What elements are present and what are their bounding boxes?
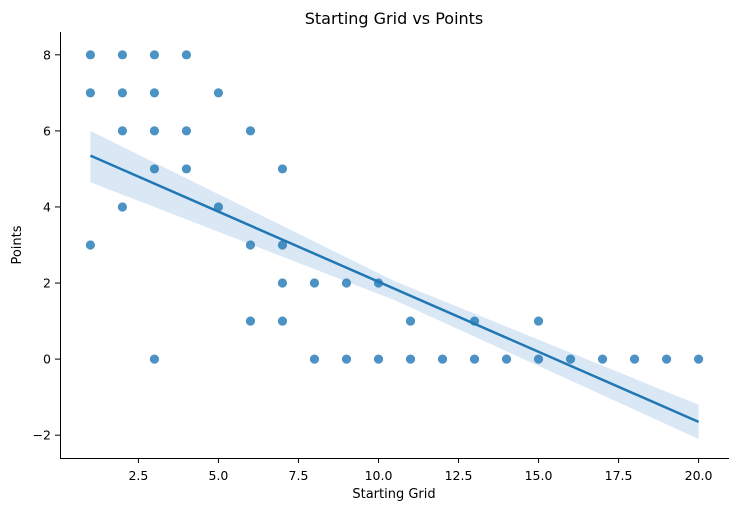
x-axis-label: Starting Grid [352,487,435,502]
data-point [149,50,160,60]
confidence-band [90,130,699,439]
data-point [309,354,320,364]
data-point [597,354,608,364]
data-point [117,50,128,60]
data-point [341,278,352,288]
data-point [373,354,384,364]
x-tick-label: 7.5 [289,468,309,483]
x-tick-label: 15.0 [525,468,553,483]
y-tick-label: 2 [43,276,51,291]
data-point [181,50,192,60]
data-point [85,88,96,98]
data-point [85,240,96,250]
data-point [117,126,128,136]
data-point [405,354,416,364]
data-point [149,164,160,174]
data-point [149,354,160,364]
data-point [501,354,512,364]
data-point [277,240,288,250]
y-axis-ticks: −2 0 2 4 6 8 [33,47,60,443]
regression-line [89,154,700,424]
x-tick-label: 5.0 [209,468,229,483]
y-tick-label: 0 [43,352,51,367]
y-axis-label: Points [10,225,25,264]
data-point [149,126,160,136]
y-tick-label: 8 [43,47,51,62]
y-tick-label: −2 [33,428,51,443]
x-tick-label: 20.0 [685,468,713,483]
data-point [245,240,256,250]
data-point [213,202,224,212]
data-point [565,354,576,364]
data-point [437,354,448,364]
x-tick-label: 17.5 [605,468,633,483]
data-point [213,88,224,98]
data-point [277,164,288,174]
data-point [277,316,288,326]
y-tick-label: 4 [43,199,51,214]
data-point [181,164,192,174]
data-point [341,354,352,364]
data-point [181,126,192,136]
data-point [85,50,96,60]
x-axis-ticks: 2.5 5.0 7.5 10.0 12.5 15.0 17.5 20.0 [128,458,713,483]
x-tick-label: 10.0 [365,468,393,483]
regression-line-layer [89,154,700,424]
data-point [277,278,288,288]
data-point [629,354,640,364]
chart-title: Starting Grid vs Points [305,9,484,28]
x-tick-label: 2.5 [128,468,148,483]
data-point [245,126,256,136]
data-point [533,316,544,326]
data-point [533,354,544,364]
data-point [149,88,160,98]
y-tick-label: 6 [43,123,51,138]
data-point [245,316,256,326]
x-tick-label: 12.5 [445,468,473,483]
data-point [117,202,128,212]
confidence-band-layer [90,130,699,439]
data-point [469,354,480,364]
data-point [309,278,320,288]
data-point [661,354,672,364]
data-point [405,316,416,326]
data-point [693,354,704,364]
data-point [117,88,128,98]
